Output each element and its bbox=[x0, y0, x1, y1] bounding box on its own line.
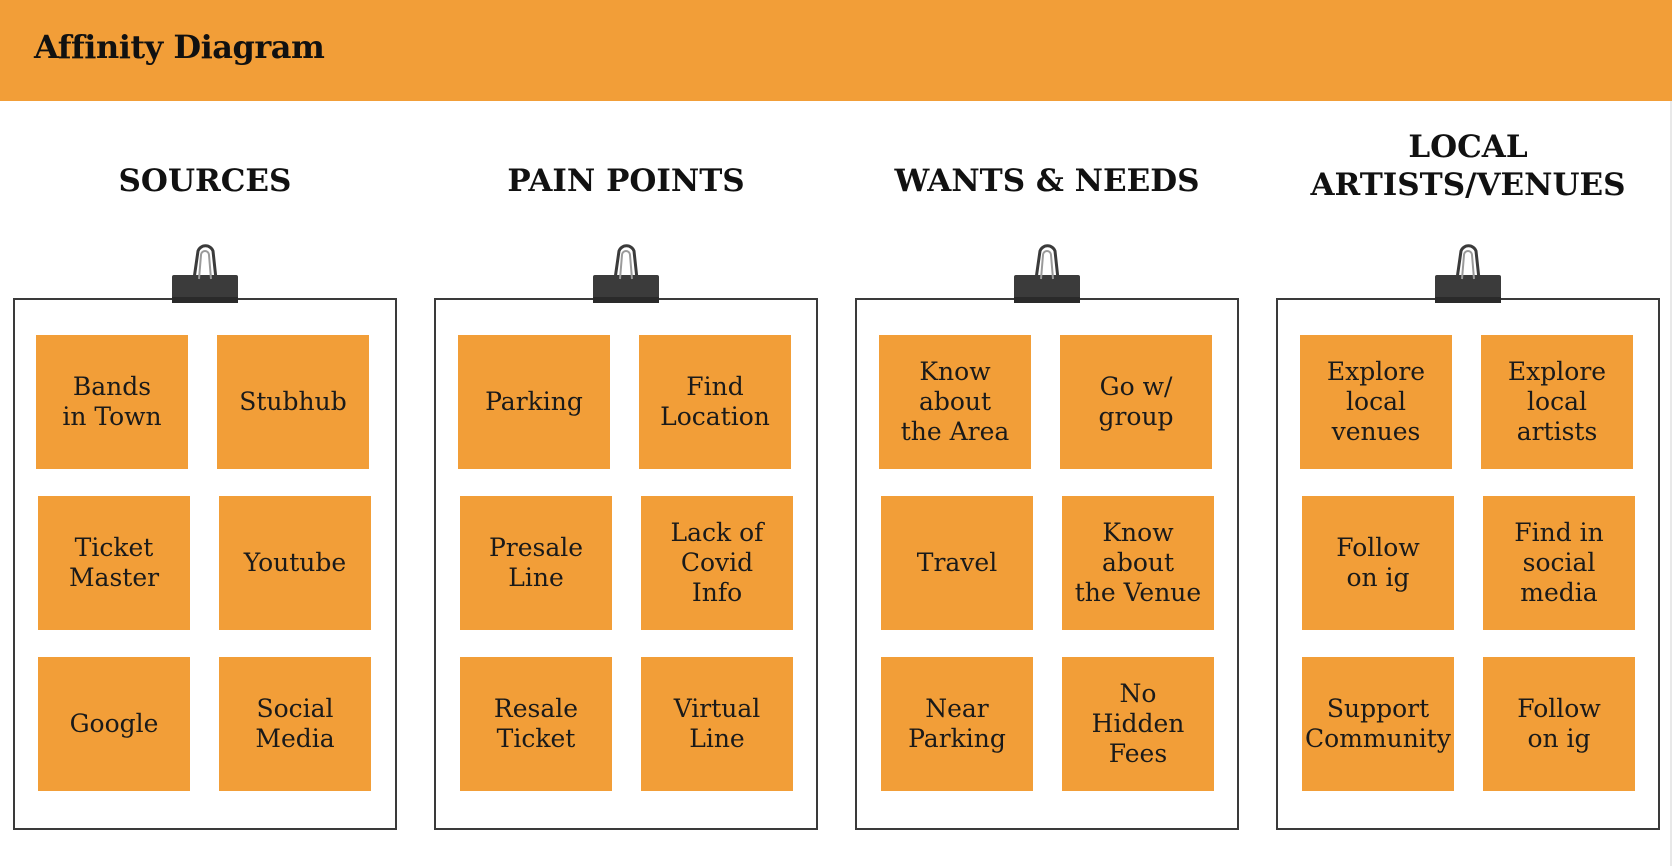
sticky-note[interactable]: Bands in Town bbox=[36, 335, 188, 469]
binder-clip-icon bbox=[593, 244, 659, 303]
board: Bands in Town Stubhub Ticket Master Yout… bbox=[13, 298, 397, 830]
sticky-note[interactable]: No Hidden Fees bbox=[1062, 657, 1214, 791]
column-pain-points: PAIN POINTS Parking Find Location Presal… bbox=[434, 101, 818, 866]
sticky-note[interactable]: Travel bbox=[881, 496, 1033, 630]
column-heading: LOCAL ARTISTS/VENUES bbox=[1310, 129, 1626, 203]
column-wants-needs: WANTS & NEEDS Know about the Area Go w/ … bbox=[855, 101, 1239, 866]
sticky-note[interactable]: Near Parking bbox=[881, 657, 1033, 791]
sticky-note[interactable]: Social Media bbox=[219, 657, 371, 791]
header-bar: Affinity Diagram bbox=[0, 0, 1672, 101]
right-edge-divider bbox=[1670, 101, 1672, 866]
column-local-artists-venues: LOCAL ARTISTS/VENUES Explore local venue… bbox=[1276, 101, 1660, 866]
sticky-note[interactable]: Follow on ig bbox=[1483, 657, 1635, 791]
board: Explore local venues Explore local artis… bbox=[1276, 298, 1660, 830]
sticky-note[interactable]: Follow on ig bbox=[1302, 496, 1454, 630]
sticky-note[interactable]: Find Location bbox=[639, 335, 791, 469]
column-heading: WANTS & NEEDS bbox=[894, 163, 1200, 199]
sticky-note[interactable]: Resale Ticket bbox=[460, 657, 612, 791]
board: Know about the Area Go w/ group Travel K… bbox=[855, 298, 1239, 830]
sticky-note[interactable]: Know about the Venue bbox=[1062, 496, 1214, 630]
sticky-note[interactable]: Youtube bbox=[219, 496, 371, 630]
sticky-note[interactable]: Explore local venues bbox=[1300, 335, 1452, 469]
sticky-note[interactable]: Stubhub bbox=[217, 335, 369, 469]
sticky-note[interactable]: Google bbox=[38, 657, 190, 791]
binder-clip-icon bbox=[1435, 244, 1501, 303]
sticky-note[interactable]: Lack of Covid Info bbox=[641, 496, 793, 630]
sticky-note[interactable]: Go w/ group bbox=[1060, 335, 1212, 469]
column-heading: SOURCES bbox=[118, 163, 292, 199]
sticky-note[interactable]: Know about the Area bbox=[879, 335, 1031, 469]
sticky-note[interactable]: Support Community bbox=[1302, 657, 1454, 791]
binder-clip-icon bbox=[1014, 244, 1080, 303]
sticky-note[interactable]: Virtual Line bbox=[641, 657, 793, 791]
column-heading: PAIN POINTS bbox=[507, 163, 745, 199]
column-sources: SOURCES Bands in Town Stubhub Ticket Mas… bbox=[13, 101, 397, 866]
page-title: Affinity Diagram bbox=[34, 28, 325, 66]
sticky-note[interactable]: Parking bbox=[458, 335, 610, 469]
sticky-note[interactable]: Find in social media bbox=[1483, 496, 1635, 630]
sticky-note[interactable]: Ticket Master bbox=[38, 496, 190, 630]
binder-clip-icon bbox=[172, 244, 238, 303]
sticky-note[interactable]: Explore local artists bbox=[1481, 335, 1633, 469]
sticky-note[interactable]: Presale Line bbox=[460, 496, 612, 630]
board: Parking Find Location Presale Line Lack … bbox=[434, 298, 818, 830]
